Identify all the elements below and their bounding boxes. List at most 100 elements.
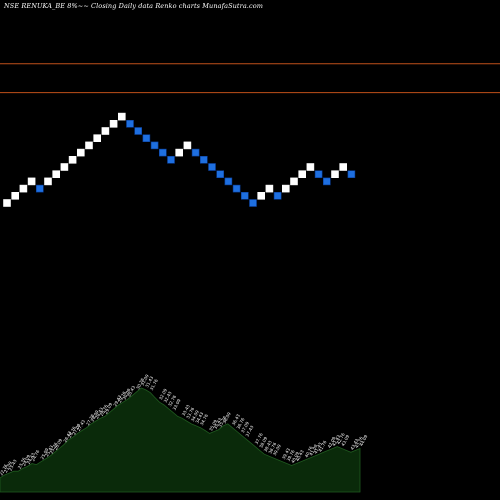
renko-brick-up [339,163,348,171]
volume-label: 37.43 [245,424,255,437]
volume-label: 41.76 [317,439,327,452]
volume-label: 37.76 [254,432,264,445]
volume-label: 36.76 [235,417,245,430]
volume-label: 38.43 [263,439,273,452]
volume-label: 33.09 [172,398,182,411]
volume-label: 23.09 [3,460,13,473]
volume-label: 41.43 [313,441,323,454]
volume-label: 29.76 [117,390,127,403]
renko-brick-down [249,199,257,207]
volume-label: 25.76 [49,441,59,454]
volume-label: 24.43 [26,452,36,465]
volume-label: 34.09 [190,409,200,422]
volume-label: 32.09 [158,387,168,400]
renko-brick-up [118,112,126,121]
renko-brick-up [306,163,315,171]
volume-label: 27.09 [71,422,81,435]
volume-label: 30.76 [135,377,145,390]
volume-label: 25.43 [44,444,54,457]
renko-brick-up [298,170,307,178]
renko-brick-down [224,177,233,186]
renko-brick-down [241,192,249,200]
volume-label: 39.09 [272,443,282,456]
renko-brick-up [175,148,183,157]
volume-label: 43.76 [354,436,364,449]
volume-label: 23.76 [17,456,27,469]
renko-brick-up [183,141,192,150]
renko-brick-up [44,177,52,186]
renko-brick-up [290,177,298,186]
renko-brick-down [134,127,142,135]
volume-label: 28.76 [99,404,109,417]
renko-brick-up [257,192,266,200]
volume-label: 43.09 [340,434,350,447]
volume-label: 32.76 [167,394,177,407]
renko-brick-down [208,163,216,171]
renko-brick-up [265,184,274,193]
renko-brick-down [35,184,44,193]
volume-label: 42.43 [331,434,341,447]
volume-label: 37.09 [240,421,250,434]
volume-label: 33.76 [185,406,195,419]
renko-brick-up [101,127,110,135]
renko-brick-up [11,192,19,200]
renko-brick-up [60,163,69,171]
volume-label: 42.09 [327,436,337,449]
renko-brick-up [331,170,339,178]
renko-brick-up [52,170,61,178]
volume-label: 27.76 [85,413,95,426]
volume-label: 40.76 [304,445,314,458]
volume-label: 42.76 [336,432,346,445]
volume-label: 30.09 [121,387,131,400]
volume-label: 36.09 [222,411,232,424]
volume-label: 32.43 [163,390,173,403]
volume-label: 30.43 [126,385,136,398]
volume-area [0,387,361,493]
renko-brick-down [314,170,323,178]
volume-label: 35.76 [217,415,227,428]
volume-label: 40.43 [295,449,305,462]
volume-label: 27.43 [76,419,86,432]
renko-brick-down [150,141,159,150]
renko-brick-up [93,134,101,142]
renko-brick-up [68,156,77,164]
volume-label: 24.09 [21,454,31,467]
renko-brick-down [273,192,282,200]
renko-brick-down [159,148,167,157]
renko-brick-down [167,156,175,164]
volume-label: 35.09 [208,419,218,432]
volume-label: 41.09 [308,443,318,456]
renko-brick-down [191,148,200,157]
volume-label: 39.43 [281,447,291,460]
volume-label: 25.09 [40,447,50,460]
renko-brick-down [142,134,151,142]
volume-label: 34.43 [194,411,204,424]
volume-label: 22.76 [0,463,9,476]
volume-label: 29.43 [112,394,122,407]
renko-brick-down [200,156,208,164]
renko-brick-down [232,184,241,193]
volume-label: 39.76 [286,449,296,462]
renko-brick-up [85,141,93,150]
renko-brick-down [126,120,134,128]
chart-title: NSE RENUKA_BE 8%~~ Closing Daily data Re… [4,2,263,10]
volume-label: 40.09 [290,451,300,464]
volume-label: 26.43 [62,430,72,443]
renko-brick-up [3,199,11,207]
volume-label: 31.09 [140,373,150,386]
volume-label: 35.43 [213,417,223,430]
volume-label: 31.43 [144,375,154,388]
volume-label: 23.43 [8,458,18,471]
volume-label: 31.76 [149,378,159,391]
renko-brick-up [27,177,36,186]
renko-brick-up [77,148,85,157]
renko-brick-up [109,120,118,128]
volume-label: 29.09 [103,402,113,415]
volume-label: 28.09 [90,409,100,422]
volume-label: 26.09 [53,438,63,451]
renko-brick-down [347,170,356,178]
volume-label: 33.43 [181,404,191,417]
volume-label: 44.09 [358,434,368,447]
